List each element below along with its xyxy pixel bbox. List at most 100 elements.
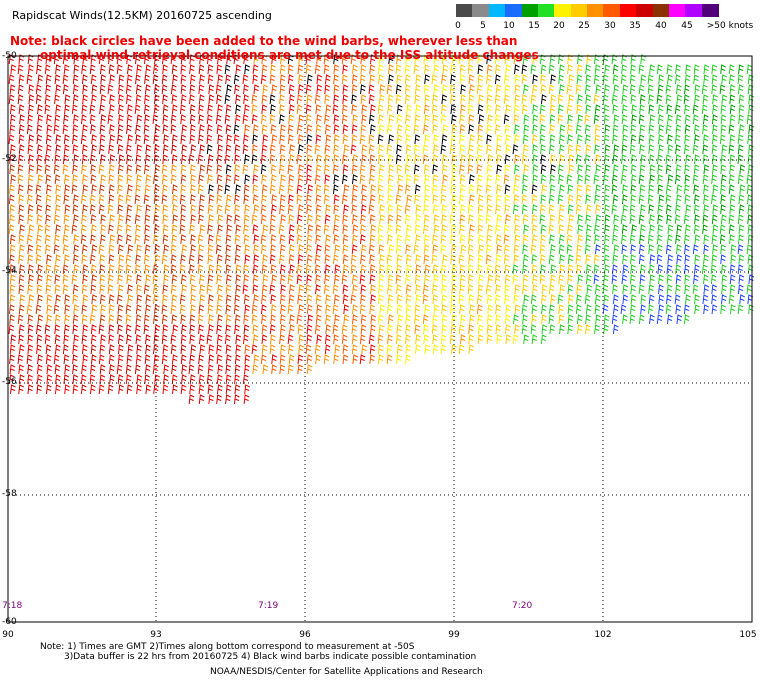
wind-barb <box>567 64 573 75</box>
wind-barb <box>512 334 519 345</box>
wind-barb <box>63 334 69 345</box>
wind-barb <box>46 304 53 315</box>
wind-barb <box>558 74 564 85</box>
wind-barb <box>431 284 438 295</box>
wind-barb <box>469 84 475 95</box>
wind-barb <box>612 134 618 145</box>
wind-barb <box>729 134 736 145</box>
wind-barb <box>665 124 672 135</box>
wind-barb <box>513 104 520 115</box>
wind-barb <box>674 214 681 225</box>
wind-barb <box>224 114 231 125</box>
wind-barb <box>702 114 709 125</box>
wind-barb <box>405 134 411 145</box>
wind-barb <box>280 304 286 315</box>
wind-barb <box>368 244 375 255</box>
wind-barb <box>125 304 132 315</box>
wind-barb <box>521 184 528 195</box>
wind-barb <box>404 74 411 85</box>
wind-barb <box>296 314 303 325</box>
wind-barb <box>332 284 339 295</box>
wind-barb <box>558 134 565 145</box>
wind-barb <box>252 284 259 295</box>
wind-barb <box>117 304 124 315</box>
wind-barb <box>90 224 97 235</box>
wind-barb <box>667 254 674 265</box>
wind-barb <box>620 214 627 225</box>
wind-barb <box>361 144 368 155</box>
wind-barb <box>503 254 510 265</box>
wind-barb <box>252 224 259 235</box>
wind-barb <box>261 264 268 275</box>
wind-barb <box>703 194 709 205</box>
wind-barb <box>342 64 348 75</box>
wind-barb <box>234 154 240 165</box>
wind-barb <box>603 174 609 185</box>
wind-barb <box>180 74 187 85</box>
wind-barb <box>630 184 637 195</box>
wind-barb <box>548 64 555 75</box>
wind-barb <box>172 324 179 335</box>
wind-barb <box>692 244 699 255</box>
wind-barb <box>729 194 736 205</box>
wind-barb <box>9 344 16 355</box>
wind-barb <box>729 94 736 105</box>
wind-barb <box>342 174 348 185</box>
wind-barb <box>46 274 52 285</box>
wind-barb <box>332 254 339 265</box>
wind-barb <box>46 114 52 125</box>
wind-barb <box>387 274 394 285</box>
wind-barb <box>189 74 196 85</box>
wind-barb <box>656 234 663 245</box>
wind-barb <box>737 244 744 255</box>
wind-barb <box>612 74 619 85</box>
wind-barb <box>270 294 277 305</box>
lat-label--60: -60 <box>2 617 17 627</box>
wind-barb <box>73 114 79 125</box>
wind-barb <box>134 104 141 115</box>
wind-barb <box>719 84 726 95</box>
wind-barb <box>504 264 511 275</box>
wind-barb <box>657 184 664 195</box>
wind-barb <box>630 174 637 185</box>
wind-barb <box>243 314 249 325</box>
wind-barb <box>359 164 366 175</box>
wind-barb <box>594 104 601 115</box>
wind-barb <box>377 224 384 235</box>
wind-barb <box>370 184 376 195</box>
wind-barb <box>260 214 267 225</box>
wind-barb <box>675 304 682 315</box>
wind-barb <box>206 374 213 385</box>
wind-barb <box>9 264 16 275</box>
wind-barb <box>81 244 88 255</box>
wind-barb <box>359 334 366 345</box>
wind-barb <box>549 304 555 315</box>
wind-barb <box>441 74 447 85</box>
wind-barb <box>305 114 312 125</box>
wind-barb <box>359 354 366 365</box>
wind-barb <box>100 74 107 85</box>
wind-barb <box>386 144 393 155</box>
wind-barb <box>179 194 186 205</box>
wind-barb <box>738 104 745 115</box>
wind-barb <box>594 64 601 75</box>
wind-barb <box>171 374 178 385</box>
wind-barb <box>306 194 312 205</box>
wind-barb <box>287 164 294 175</box>
wind-barb <box>378 324 385 335</box>
wind-barb <box>136 64 142 75</box>
wind-barb <box>180 354 187 365</box>
wind-barb <box>342 224 349 235</box>
wind-barb <box>8 324 15 335</box>
wind-barb <box>630 94 637 105</box>
wind-barb <box>720 114 727 125</box>
wind-barb <box>521 304 528 315</box>
wind-barb <box>352 304 358 315</box>
wind-barb <box>190 214 197 225</box>
wind-barb <box>468 74 475 85</box>
wind-barb <box>540 264 546 275</box>
wind-barb <box>17 314 24 325</box>
wind-barb <box>288 214 295 225</box>
wind-barb <box>468 124 475 135</box>
wind-barb <box>135 254 141 265</box>
